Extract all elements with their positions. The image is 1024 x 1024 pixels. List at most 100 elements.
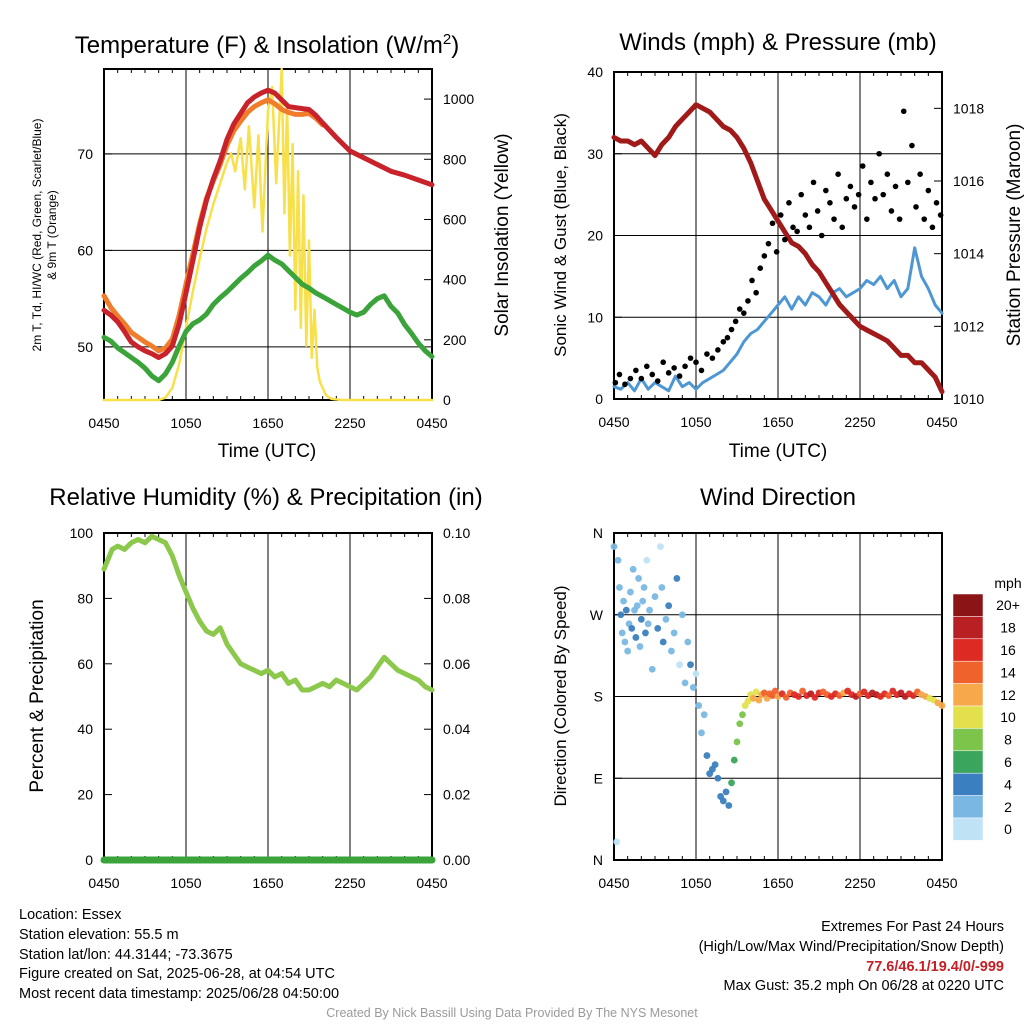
figure-created-text: Figure created on Sat, 2025-06-28, at 04… (19, 966, 335, 983)
station-pressure-line (611, 102, 945, 395)
gust-point (851, 204, 858, 210)
wind-direction-point (760, 689, 768, 697)
wind-direction-point (676, 661, 683, 669)
gust-point (749, 277, 755, 284)
colorbar-label: 14 (1000, 664, 1016, 680)
wind-direction-y-axis-label: Direction (Colored By Speed) (551, 585, 570, 806)
y-tick-label: 70 (77, 146, 93, 162)
gust-point (660, 359, 666, 366)
wind-direction-point (644, 620, 652, 628)
y-tick-label: W (590, 607, 604, 623)
gust-point (810, 179, 817, 186)
gust-point (880, 191, 887, 198)
x-tick-label: 2250 (334, 875, 365, 891)
max-gust-text: Max Gust: 35.2 mph On 06/28 at 0220 UTC (723, 978, 1004, 995)
gust-point (709, 355, 716, 361)
x-tick-label: 1650 (252, 415, 283, 431)
gust-point (715, 347, 721, 353)
extremes-info: Extremes For Past 24 Hours (High/Low/Max… (699, 918, 1004, 997)
wind-direction-point (620, 597, 627, 605)
wind-direction-point (646, 606, 653, 614)
wind-direction-point (711, 761, 719, 769)
wind-direction-point (755, 696, 763, 704)
y-tick-label: 20 (77, 787, 93, 803)
y-tick-label: N (593, 525, 603, 541)
wind-direction-point (640, 584, 648, 591)
temperature-y-axis-label-line2: & 9m T (Orange) (45, 190, 59, 280)
wind-direction-point (687, 661, 694, 669)
wind-direction-point (635, 575, 642, 582)
wind-direction-point (722, 788, 730, 796)
y-tick-label: 1010 (953, 391, 984, 407)
gust-point (921, 216, 928, 222)
wind-direction-point (621, 638, 629, 646)
wind-direction-point (617, 611, 625, 619)
gust-point (644, 363, 650, 370)
colorbar-swatch (952, 638, 984, 662)
x-tick-label: 1650 (252, 875, 283, 891)
gust-point (765, 240, 772, 247)
x-tick-label: 1050 (170, 415, 201, 431)
colorbar-label: 8 (1004, 732, 1012, 748)
colorbar-swatch (952, 728, 984, 752)
y-tick-label: 0.06 (443, 656, 470, 672)
x-tick-label: 1050 (170, 875, 201, 891)
gust-point (892, 183, 899, 190)
gust-point (818, 232, 825, 239)
wind-direction-point (658, 584, 666, 591)
wind-direction-point (629, 565, 637, 573)
y-tick-label: 600 (443, 211, 467, 227)
x-tick-label: 1650 (762, 414, 793, 430)
gust-point (698, 367, 705, 374)
wind-direction-point (622, 606, 630, 614)
gust-point (831, 216, 837, 222)
gust-point (876, 150, 882, 157)
wind-direction-point (714, 774, 722, 782)
gust-point (929, 224, 936, 231)
gust-point (773, 249, 780, 255)
x-tick-label: 2250 (844, 414, 875, 430)
y-tick-label: 1012 (953, 318, 984, 334)
gust-point (633, 367, 639, 374)
insolation-y-axis-label: Solar Insolation (Yellow) (492, 133, 513, 336)
wind-direction-point (632, 634, 640, 641)
wind-direction-point (703, 752, 711, 759)
temperature-x-axis-label: Time (UTC) (218, 441, 317, 462)
wind-direction-point (657, 543, 664, 551)
wind-direction-point (654, 624, 662, 632)
wind-direction-point (728, 779, 735, 787)
colorbar-swatch (952, 750, 984, 774)
colorbar-swatch (952, 616, 984, 640)
gust-point (794, 228, 800, 235)
gust-point (704, 351, 710, 357)
gust-point (888, 208, 895, 214)
wind-direction-point (610, 543, 618, 551)
colorbar-swatch (952, 683, 984, 707)
colorbar-swatch (952, 660, 984, 684)
y-tick-label: E (594, 770, 603, 786)
wind-direction-point (643, 556, 651, 564)
gust-point (802, 212, 809, 218)
gust-point (761, 253, 768, 259)
gust-point (693, 359, 699, 366)
wind-direction-point (614, 556, 622, 564)
speed-colorbar: mph 20+ 18 16 14 12 10 8 6 4 2 0 (952, 575, 1022, 841)
wind-y-axis-label: Sonic Wind & Gust (Blue, Black) (551, 113, 570, 357)
y-tick-label: 400 (443, 272, 467, 288)
gust-point (909, 142, 915, 149)
gust-point (769, 220, 776, 227)
x-tick-label: 1050 (680, 875, 711, 891)
wind-direction-point (681, 679, 689, 687)
x-tick-label: 0450 (926, 875, 957, 891)
gust-point (864, 216, 870, 222)
y-tick-label: N (593, 852, 603, 868)
wind-direction-point (771, 687, 779, 695)
x-tick-label: 2250 (334, 415, 365, 431)
y-tick-label: 1018 (953, 100, 984, 116)
wind-direction-point (618, 629, 626, 637)
y-tick-label: 40 (77, 721, 93, 737)
winds-panel-title: Winds (mph) & Pressure (mb) (619, 29, 936, 56)
gust-point (868, 179, 874, 186)
x-tick-label: 0450 (598, 414, 629, 430)
gust-point (859, 163, 866, 169)
